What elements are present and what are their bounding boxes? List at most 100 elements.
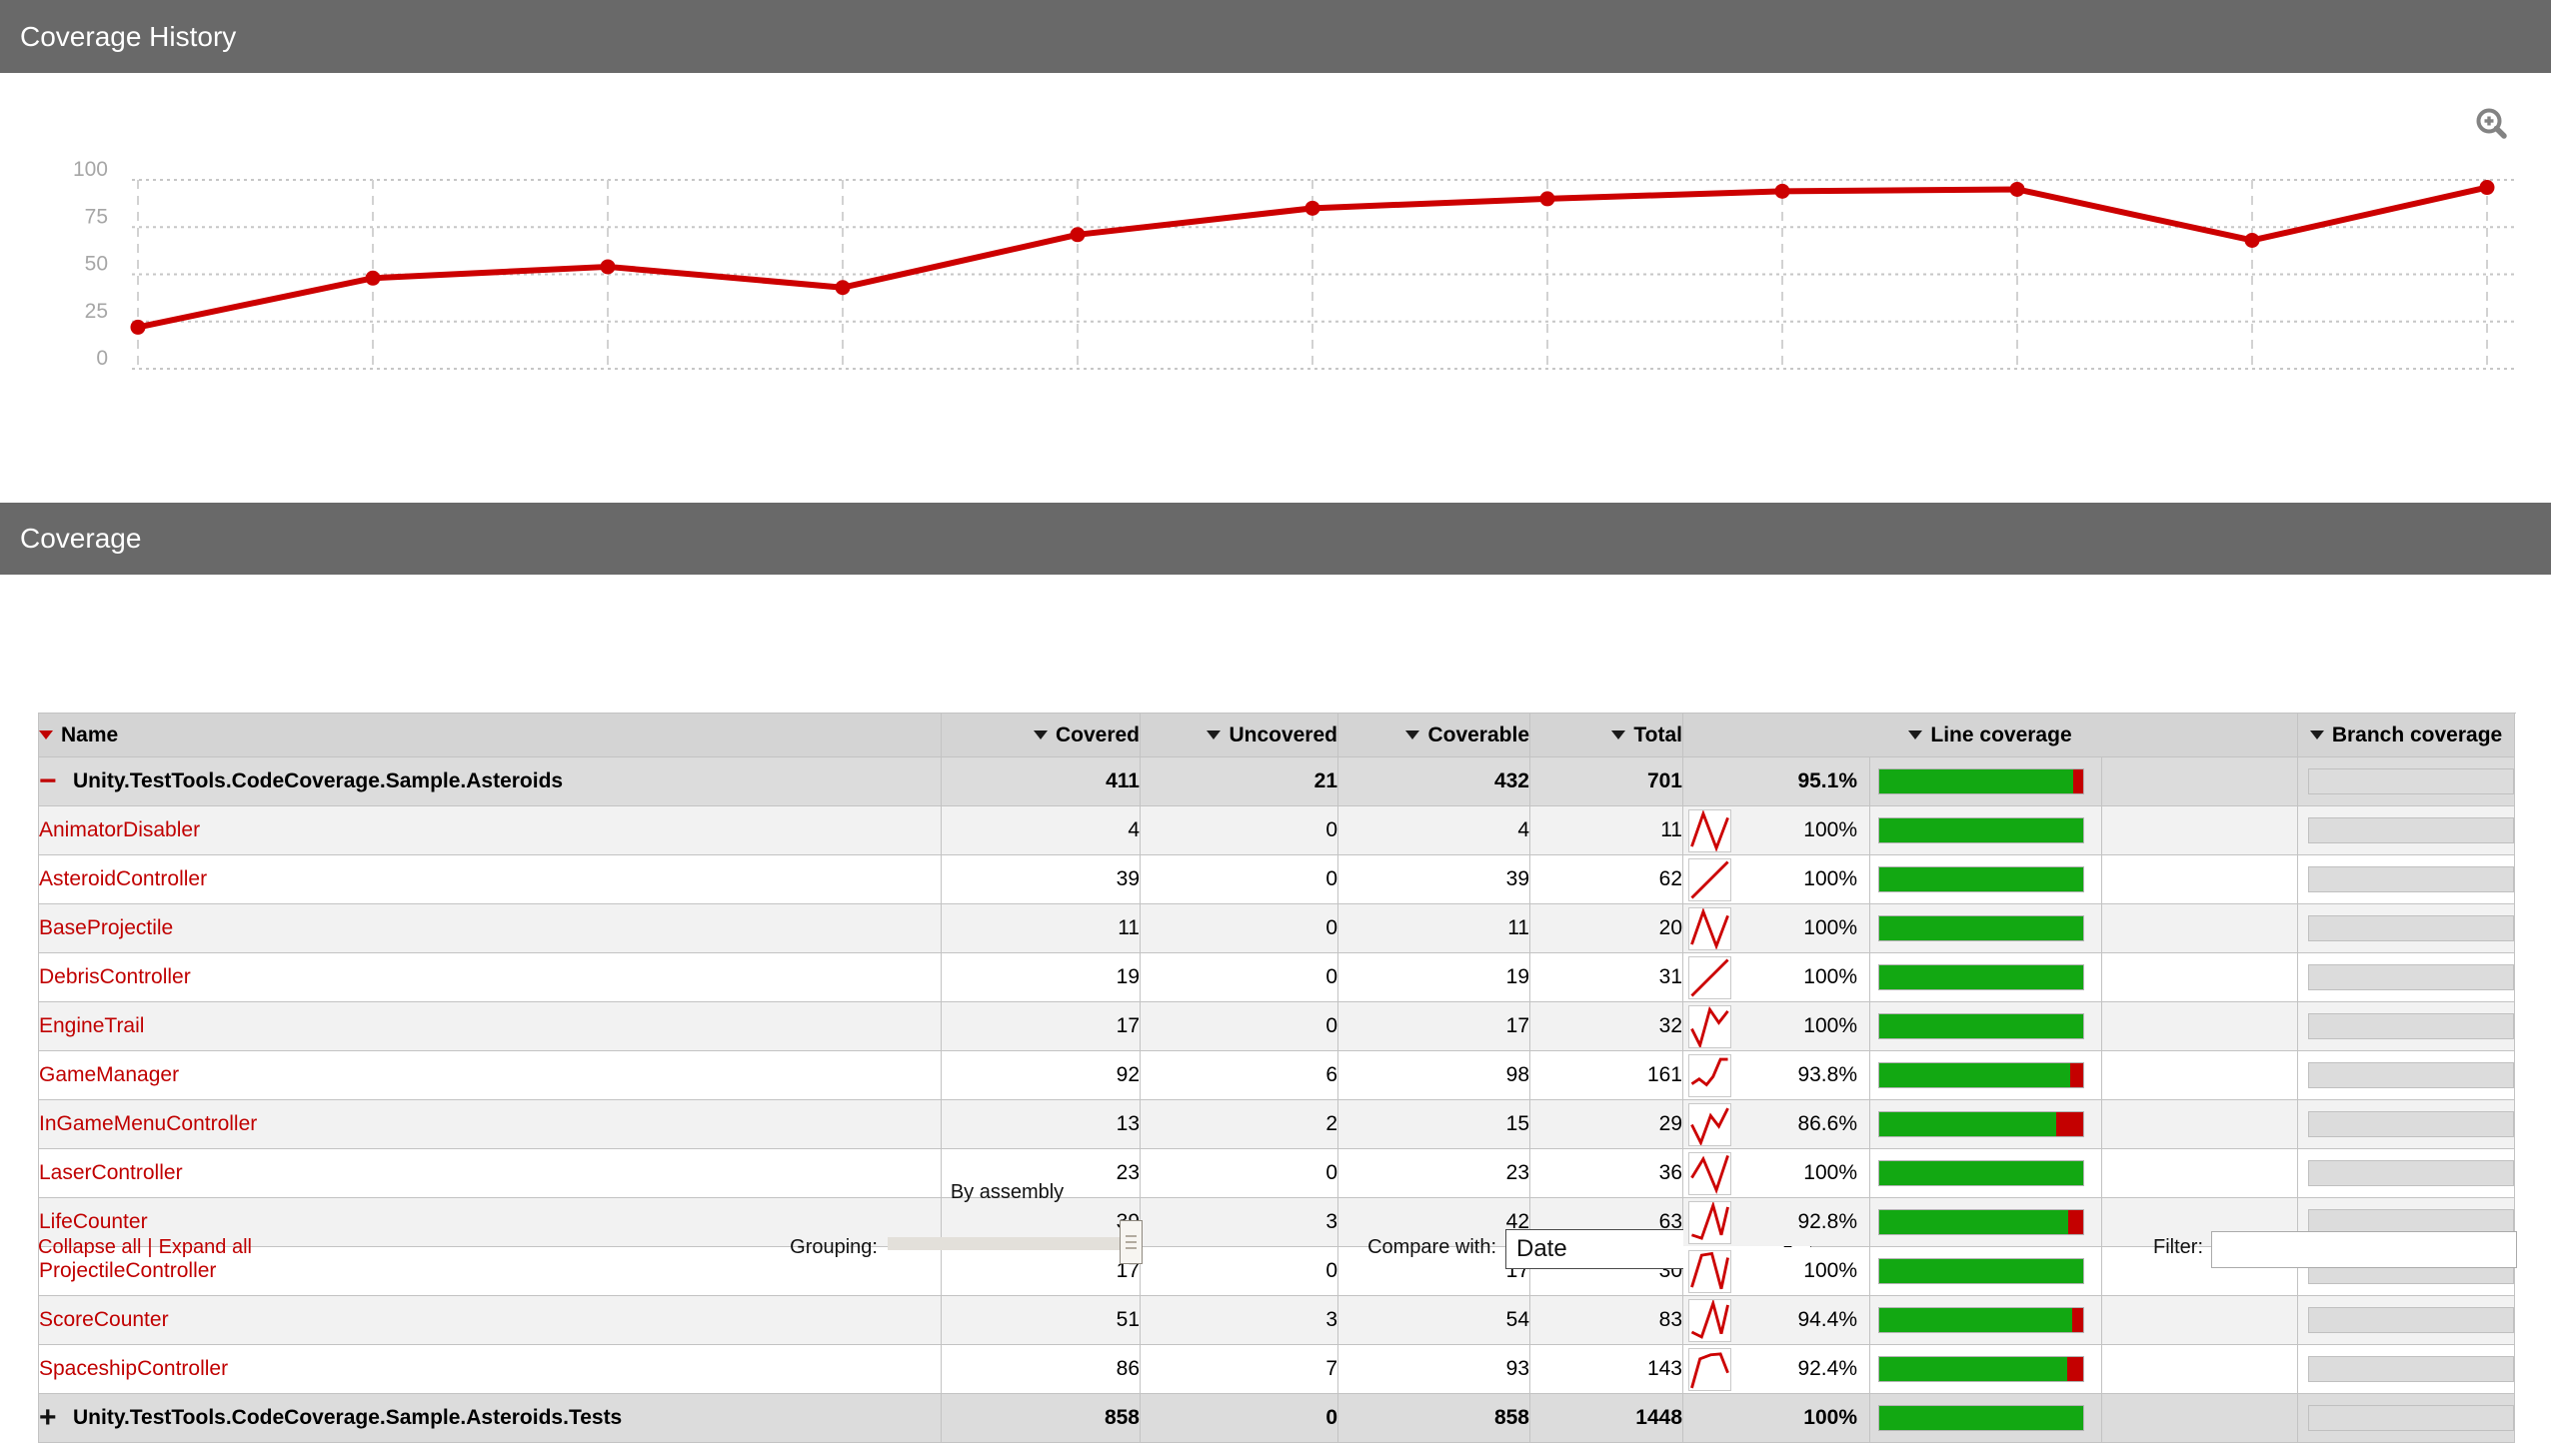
history-sparkline-icon[interactable] xyxy=(1688,858,1731,901)
history-sparkline-icon[interactable] xyxy=(1688,1103,1731,1146)
history-sparkline-icon[interactable] xyxy=(1688,1005,1731,1048)
branch-coverage-bar-cell xyxy=(2297,1148,2516,1198)
assembly-row: + Unity.TestTools.CodeCoverage.Sample.Ast… xyxy=(38,1393,2516,1443)
column-header-name[interactable]: Name xyxy=(38,713,942,757)
sort-arrow-icon[interactable] xyxy=(1908,730,1923,740)
grouping-current-value: By assembly xyxy=(950,1181,1065,1203)
line-coverage-bar-cell xyxy=(1869,952,2102,1002)
grouping-slider-handle[interactable] xyxy=(1120,1220,1143,1264)
data-point-marker[interactable] xyxy=(130,319,146,335)
line-coverage-detail-cell: 92.8% xyxy=(1682,1197,1870,1247)
column-header-covered[interactable]: Covered xyxy=(941,713,1141,757)
history-sparkline-icon[interactable] xyxy=(1688,1299,1731,1342)
table-row: EngineTrail 17 0 17 32 100% xyxy=(38,1001,2516,1051)
y-axis-tick-label: 0 xyxy=(96,347,108,370)
coverage-history-chart-section: 0 25 50 75 100 xyxy=(0,73,2551,503)
sort-arrow-icon[interactable] xyxy=(1207,730,1222,740)
class-link[interactable]: DebrisController xyxy=(39,965,191,988)
line-coverage-detail-cell: 100% xyxy=(1682,1246,1870,1296)
class-link[interactable]: EngineTrail xyxy=(39,1014,145,1037)
line-coverage-bar xyxy=(1878,1160,2084,1186)
table-row: AnimatorDisabler 4 0 4 11 100% xyxy=(38,805,2516,855)
class-link[interactable]: GameManager xyxy=(39,1063,180,1086)
y-axis-tick-label: 25 xyxy=(85,300,108,323)
data-point-marker[interactable] xyxy=(1539,191,1555,207)
expand-assembly-icon[interactable]: + xyxy=(39,1401,57,1434)
branch-coverage-bar-cell xyxy=(2297,1295,2516,1345)
class-link[interactable]: ScoreCounter xyxy=(39,1308,169,1331)
column-header-total[interactable]: Total xyxy=(1529,713,1683,757)
grouping-slider[interactable] xyxy=(888,1220,1143,1264)
line-coverage-detail-cell: 86.6% xyxy=(1682,1099,1870,1149)
branch-coverage-bar xyxy=(2308,768,2515,794)
data-point-marker[interactable] xyxy=(2244,232,2260,248)
branch-coverage-percent-cell xyxy=(2100,756,2299,806)
column-header-line-coverage[interactable]: Line coverage xyxy=(1681,713,2299,757)
uncovered-cell: 0 xyxy=(1140,1001,1338,1051)
name-cell: BaseProjectile xyxy=(38,903,942,953)
class-link[interactable]: SpaceshipController xyxy=(39,1357,229,1380)
sort-arrow-icon[interactable] xyxy=(1033,730,1048,740)
data-point-marker[interactable] xyxy=(365,270,381,286)
line-coverage-detail-cell: 92.4% xyxy=(1682,1344,1870,1394)
class-link[interactable]: ProjectileController xyxy=(39,1259,217,1282)
sort-arrow-icon[interactable] xyxy=(1405,730,1420,740)
assembly-row: − Unity.TestTools.CodeCoverage.Sample.Ast… xyxy=(38,756,2516,806)
branch-coverage-bar-cell xyxy=(2297,903,2516,953)
zoom-in-icon[interactable] xyxy=(2473,105,2511,143)
column-header-coverable[interactable]: Coverable xyxy=(1337,713,1530,757)
line-coverage-bar-cell xyxy=(1869,1246,2102,1296)
name-cell: InGameMenuController xyxy=(38,1099,942,1149)
total-cell: 29 xyxy=(1529,1099,1683,1149)
data-point-marker[interactable] xyxy=(2479,180,2495,196)
sort-arrow-icon[interactable] xyxy=(2309,730,2324,740)
branch-coverage-percent-cell xyxy=(2100,1099,2299,1149)
column-header-branch-coverage[interactable]: Branch coverage xyxy=(2297,713,2516,757)
line-coverage-bar xyxy=(1878,1209,2084,1235)
data-point-marker[interactable] xyxy=(835,280,851,296)
sort-arrow-icon[interactable] xyxy=(39,730,53,740)
data-point-marker[interactable] xyxy=(2009,181,2025,197)
branch-coverage-bar xyxy=(2308,1209,2515,1235)
line-coverage-percent: 100% xyxy=(1803,1161,1857,1184)
data-point-marker[interactable] xyxy=(1070,227,1086,243)
class-link[interactable]: AsteroidController xyxy=(39,867,208,890)
history-sparkline-icon[interactable] xyxy=(1688,907,1731,950)
covered-cell: 17 xyxy=(941,1001,1141,1051)
class-link[interactable]: LifeCounter xyxy=(39,1210,148,1233)
coverable-cell: 42 xyxy=(1337,1197,1530,1247)
class-link[interactable]: InGameMenuController xyxy=(39,1112,258,1135)
data-point-marker[interactable] xyxy=(1304,200,1320,216)
line-coverage-percent: 100% xyxy=(1803,867,1857,890)
name-cell: EngineTrail xyxy=(38,1001,942,1051)
branch-coverage-bar-cell xyxy=(2297,805,2516,855)
y-axis-tick-label: 75 xyxy=(85,205,108,228)
branch-coverage-percent-cell xyxy=(2100,1050,2299,1100)
data-point-marker[interactable] xyxy=(1774,183,1790,199)
coverable-cell: 39 xyxy=(1337,854,1530,904)
expand-all-link[interactable]: Expand all xyxy=(158,1236,252,1258)
collapse-all-link[interactable]: Collapse all xyxy=(38,1236,142,1258)
history-sparkline-icon[interactable] xyxy=(1688,1152,1731,1195)
history-sparkline-icon[interactable] xyxy=(1688,1348,1731,1391)
uncovered-cell: 0 xyxy=(1140,1148,1338,1198)
total-cell: 701 xyxy=(1529,756,1683,806)
uncovered-cell: 0 xyxy=(1140,854,1338,904)
sort-arrow-icon[interactable] xyxy=(1611,730,1626,740)
data-point-marker[interactable] xyxy=(600,259,616,275)
line-coverage-percent: 100% xyxy=(1803,965,1857,988)
class-link[interactable]: AnimatorDisabler xyxy=(39,818,201,841)
history-sparkline-icon[interactable] xyxy=(1688,1250,1731,1293)
collapse-assembly-icon[interactable]: − xyxy=(39,764,57,797)
line-coverage-bar-cell xyxy=(1869,1197,2102,1247)
history-sparkline-icon[interactable] xyxy=(1688,956,1731,999)
class-link[interactable]: BaseProjectile xyxy=(39,916,174,939)
branch-coverage-bar xyxy=(2308,817,2515,843)
history-sparkline-icon[interactable] xyxy=(1688,1201,1731,1244)
column-header-uncovered[interactable]: Uncovered xyxy=(1140,713,1338,757)
history-sparkline-icon[interactable] xyxy=(1688,809,1731,852)
branch-coverage-bar xyxy=(2308,1356,2515,1382)
class-link[interactable]: LaserController xyxy=(39,1161,183,1184)
history-sparkline-icon[interactable] xyxy=(1688,1054,1731,1097)
filter-input[interactable] xyxy=(2211,1231,2517,1268)
